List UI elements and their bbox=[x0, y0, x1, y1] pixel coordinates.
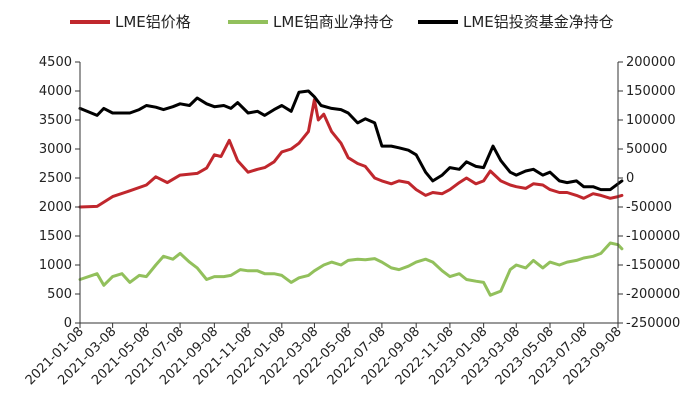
right-tick-label: -200000 bbox=[626, 287, 680, 302]
x-axis-ticks: 2021-01-082021-03-082021-05-082021-07-08… bbox=[23, 323, 625, 388]
left-tick-label: 2000 bbox=[39, 200, 72, 215]
left-tick-label: 1500 bbox=[39, 229, 72, 244]
left-tick-label: 3500 bbox=[39, 113, 72, 128]
series-layer bbox=[78, 89, 624, 297]
right-tick-label: 200000 bbox=[626, 55, 676, 70]
left-tick-label: 3000 bbox=[39, 142, 72, 157]
right-tick-label: -50000 bbox=[626, 200, 672, 215]
right-tick-label: -250000 bbox=[626, 316, 680, 331]
left-tick-label: 1000 bbox=[39, 258, 72, 273]
right-tick-label: -100000 bbox=[626, 229, 680, 244]
right-tick-label: -150000 bbox=[626, 258, 680, 273]
left-tick-label: 500 bbox=[47, 287, 72, 302]
series-line-3 bbox=[78, 89, 624, 192]
right-axis-ticks: -250000 -200000 -150000 -100000 -50000 0 50000… bbox=[618, 55, 680, 331]
right-tick-label: 0 bbox=[626, 171, 634, 186]
left-tick-label: 0 bbox=[64, 316, 72, 331]
legend: LME铝价格 LME铝商业净持仓 LME铝投资基金净持仓 bbox=[70, 13, 614, 31]
right-tick-label: 100000 bbox=[626, 113, 676, 128]
series-line-2 bbox=[78, 241, 624, 297]
series-line-1 bbox=[78, 98, 624, 209]
right-tick-label: 150000 bbox=[626, 84, 676, 99]
legend-label-2: LME铝商业净持仓 bbox=[273, 13, 394, 31]
legend-label-1: LME铝价格 bbox=[115, 13, 191, 31]
left-axis-ticks: 0 500 1000 1500 2000 2500 3000 3500 4000 4500 bbox=[39, 55, 80, 331]
right-tick-label: 50000 bbox=[626, 142, 667, 157]
axes bbox=[79, 62, 619, 324]
left-tick-label: 4000 bbox=[39, 84, 72, 99]
left-tick-label: 4500 bbox=[39, 55, 72, 70]
left-tick-label: 2500 bbox=[39, 171, 72, 186]
legend-label-3: LME铝投资基金净持仓 bbox=[463, 13, 614, 31]
